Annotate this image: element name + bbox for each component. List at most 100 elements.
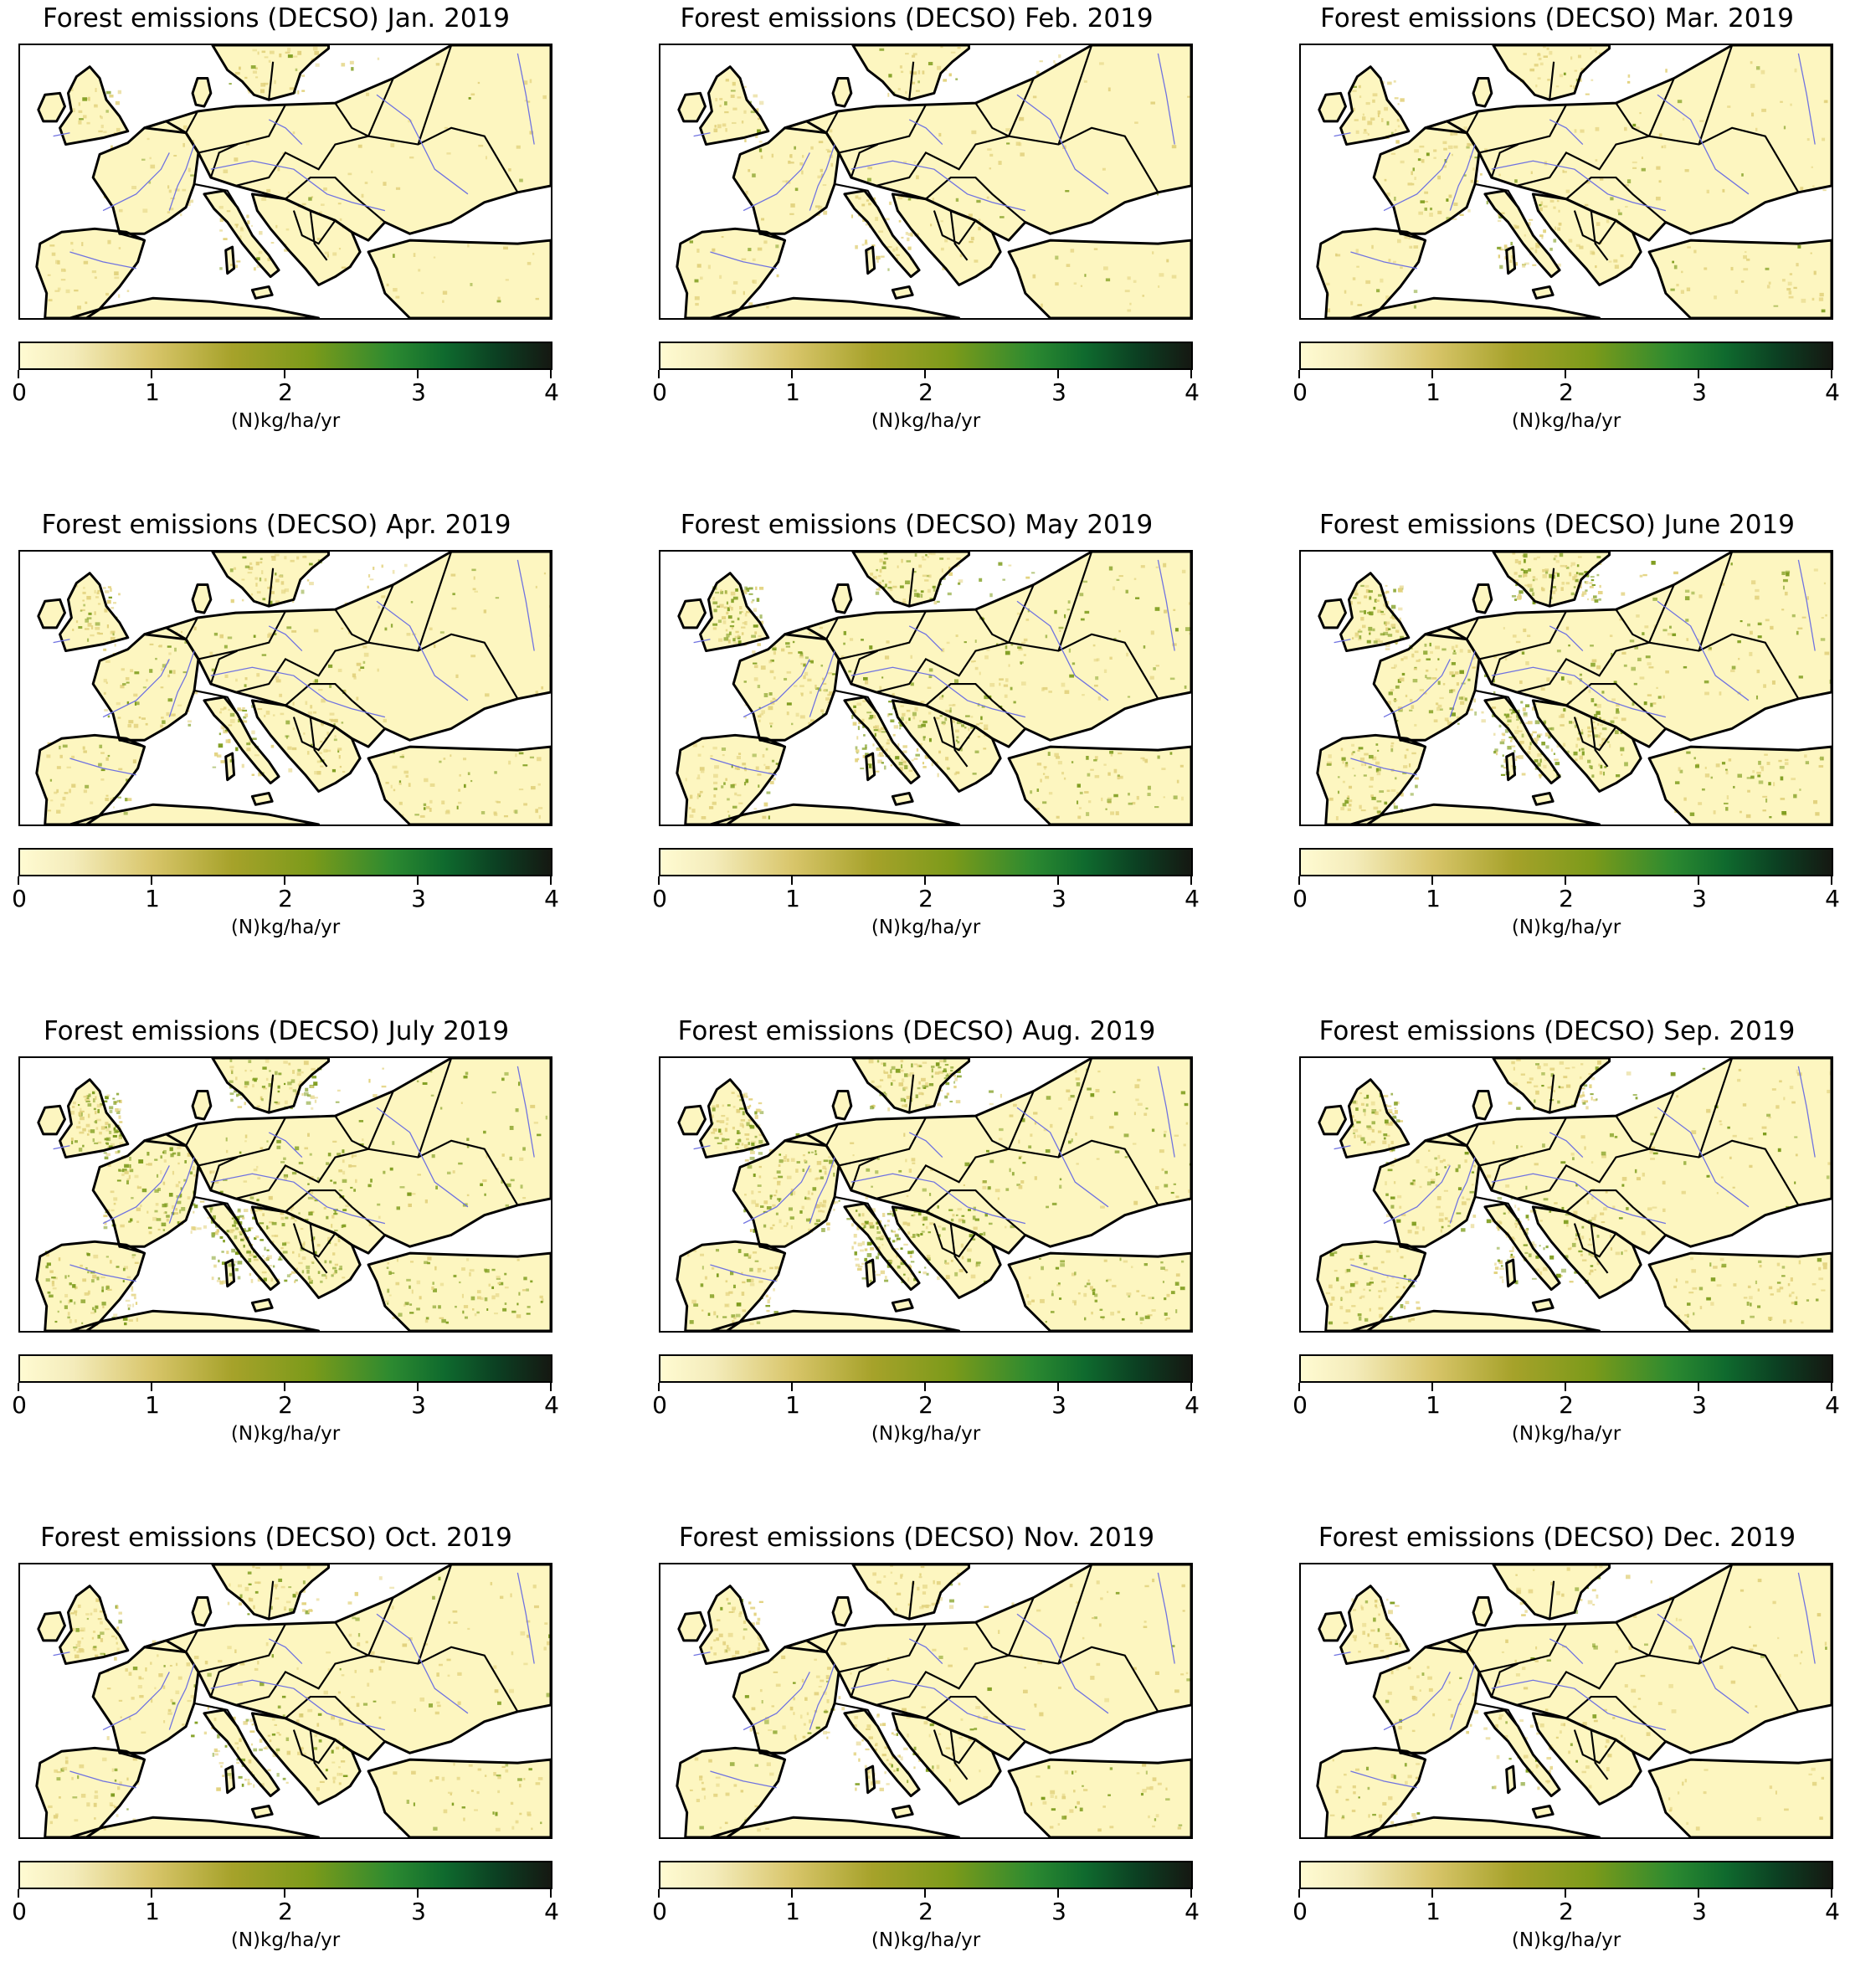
land-britain <box>700 66 768 145</box>
land-scand <box>852 1564 969 1620</box>
colorbar-tick <box>1565 1889 1566 1898</box>
land-ireland <box>1318 1612 1346 1641</box>
country-border <box>933 210 977 245</box>
europe-map <box>1299 1563 1833 1839</box>
colorbar-label: (N)kg/ha/yr <box>871 1929 981 1951</box>
colorbar-tick-label: 1 <box>145 378 160 406</box>
river <box>1157 1066 1175 1158</box>
river <box>1491 666 1667 718</box>
coastline <box>1647 745 1832 824</box>
coastline <box>708 296 961 318</box>
river <box>268 1638 303 1664</box>
coastline <box>143 45 551 242</box>
country-border <box>1057 45 1093 145</box>
panel-title: Forest emissions (DECSO) Nov. 2019 <box>678 1523 1155 1553</box>
country-border <box>268 1074 275 1113</box>
colorbar-label: (N)kg/ha/yr <box>230 917 341 938</box>
colorbar-tick-label: 1 <box>145 1898 160 1925</box>
coastline <box>1472 1596 1493 1627</box>
land-central <box>144 1564 551 1760</box>
country-border <box>119 739 145 748</box>
map-panel: Forest emissions (DECSO) Nov. 2019 0 1 2 3 4 (… <box>640 1519 1200 1988</box>
colorbar <box>659 848 1193 876</box>
river <box>908 625 943 651</box>
country-border <box>268 568 275 607</box>
coastline <box>1531 791 1555 806</box>
colorbar-tick-label: 0 <box>652 378 667 406</box>
colorbar-label: (N)kg/ha/yr <box>1511 410 1621 432</box>
coastline <box>851 45 970 101</box>
river <box>102 659 170 718</box>
country-border <box>1698 1564 1734 1664</box>
coastline <box>37 1610 66 1642</box>
country-border <box>1474 689 1519 715</box>
map-canvas <box>35 552 551 824</box>
coastline <box>59 1078 130 1159</box>
colorbar-tick <box>1190 370 1192 378</box>
coastline <box>831 1596 853 1627</box>
panel-title: Forest emissions (DECSO) Mar. 2019 <box>1320 3 1794 33</box>
coastline <box>1531 193 1642 286</box>
coastline <box>1531 1205 1642 1299</box>
land-balkans <box>252 700 361 792</box>
river <box>102 1672 170 1731</box>
colorbar-tick <box>550 1889 552 1898</box>
river <box>1383 1672 1451 1731</box>
land-italy <box>1484 190 1560 277</box>
river <box>1549 1132 1584 1158</box>
map-canvas <box>676 1564 1191 1837</box>
colorbar-tick <box>550 370 552 378</box>
country-border <box>949 1729 969 1780</box>
country-border <box>759 739 785 748</box>
coastline <box>1372 1133 1481 1248</box>
coastline <box>91 1639 200 1754</box>
coastline <box>59 1585 130 1666</box>
country-border <box>185 1118 236 1147</box>
colorbar-tick-label: 1 <box>1426 885 1441 912</box>
colorbar <box>18 1354 552 1383</box>
land-denmark <box>193 1597 211 1626</box>
coastline <box>1505 752 1517 782</box>
coastline <box>699 1585 770 1666</box>
river <box>850 1173 1026 1225</box>
colorbar-tick <box>1298 1383 1300 1391</box>
land-iberia <box>36 1241 145 1331</box>
country-border <box>834 1195 879 1221</box>
coastline <box>191 1090 213 1121</box>
colorbar-tick-label: 3 <box>1051 885 1066 912</box>
river <box>809 1663 835 1730</box>
country-border <box>1400 1752 1426 1761</box>
country-border <box>1565 682 1667 730</box>
europe-map <box>659 1563 1193 1839</box>
country-border <box>119 1246 145 1255</box>
coastline <box>1531 285 1555 300</box>
coastline <box>865 752 876 782</box>
coastline <box>250 1205 362 1299</box>
river <box>693 1145 711 1150</box>
coastline <box>1318 1104 1347 1136</box>
coastline <box>59 65 130 146</box>
coastline <box>1424 45 1832 242</box>
river <box>850 1679 1026 1731</box>
river <box>516 1066 535 1158</box>
coastline <box>37 1104 66 1136</box>
river <box>168 1663 195 1730</box>
river <box>1797 1572 1816 1664</box>
river <box>693 1652 711 1657</box>
river <box>53 1652 70 1657</box>
country-border <box>1698 552 1734 651</box>
colorbar-tick-label: 2 <box>918 1391 933 1419</box>
river <box>1016 600 1109 701</box>
colorbar-tick-label: 2 <box>1559 1898 1574 1925</box>
coastline <box>732 1639 840 1754</box>
land-central <box>144 1058 551 1254</box>
coastline <box>1372 626 1481 742</box>
country-border <box>198 1623 286 1673</box>
map-canvas <box>35 1564 551 1837</box>
country-border <box>268 61 275 100</box>
map-panel: Forest emissions (DECSO) Oct. 2019 0 1 2 3 4 (… <box>0 1519 559 1988</box>
colorbar-tick-label: 0 <box>652 1898 667 1925</box>
colorbar-tick <box>924 1889 926 1898</box>
coastline <box>1472 77 1493 108</box>
